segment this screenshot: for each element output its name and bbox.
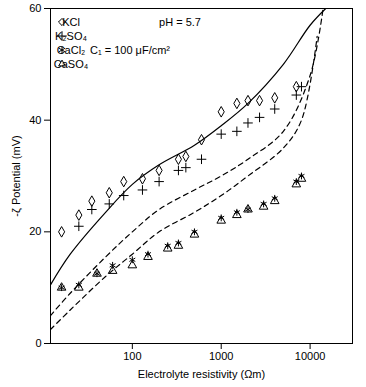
svg-text:40: 40 (29, 114, 41, 126)
svg-text:20: 20 (29, 225, 41, 237)
svg-text:CaSO₄: CaSO₄ (54, 58, 89, 70)
svg-text:Electrolyte resistivity (Ωm): Electrolyte resistivity (Ωm) (138, 368, 265, 380)
svg-text:C₁ = 100 μF/cm²: C₁ = 100 μF/cm² (90, 44, 170, 56)
svg-text:60: 60 (29, 2, 41, 14)
svg-text:pH = 5.7: pH = 5.7 (159, 16, 201, 28)
svg-text:1000: 1000 (209, 350, 233, 362)
svg-text:10000: 10000 (295, 350, 326, 362)
svg-text:KCl: KCl (62, 16, 80, 28)
svg-text:K₂SO₄: K₂SO₄ (55, 30, 88, 42)
svg-text:100: 100 (123, 350, 141, 362)
svg-text:-ζ Potential (mV): -ζ Potential (mV) (10, 135, 22, 216)
svg-text:CaCl₂: CaCl₂ (57, 44, 86, 56)
svg-text:0: 0 (35, 337, 41, 349)
